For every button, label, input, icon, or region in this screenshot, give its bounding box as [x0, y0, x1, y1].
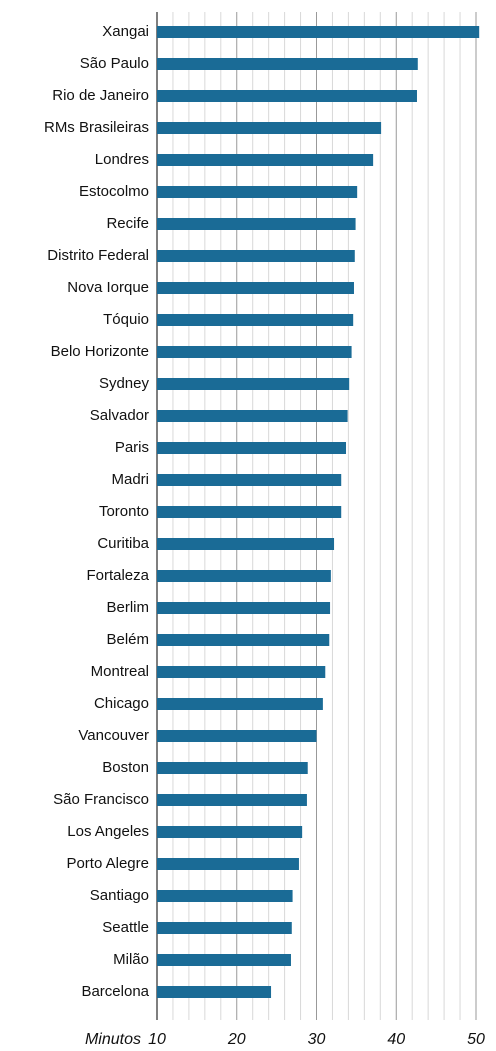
bar	[157, 58, 418, 70]
y-tick-label: Xangai	[102, 23, 149, 40]
bar	[157, 538, 335, 550]
bar	[157, 794, 307, 806]
y-tick-label: Santiago	[90, 887, 149, 904]
y-tick-label: Fortaleza	[86, 567, 149, 584]
y-tick-label: Salvador	[90, 407, 149, 424]
x-axis-label: Minutos	[85, 1031, 141, 1048]
bar	[157, 26, 480, 38]
bar	[157, 602, 331, 614]
y-tick-label: Curitiba	[97, 535, 149, 552]
bar	[157, 442, 347, 454]
bar	[157, 186, 358, 198]
bar	[157, 346, 352, 358]
y-tick-label: Barcelona	[81, 983, 149, 1000]
y-tick-label: Montreal	[91, 663, 149, 680]
x-tick-label: 50	[467, 1031, 485, 1048]
bar	[157, 954, 291, 966]
bar	[157, 826, 303, 838]
bar	[157, 154, 374, 166]
bar	[157, 634, 330, 646]
bar	[157, 378, 350, 390]
y-tick-label: Belo Horizonte	[51, 343, 149, 360]
x-tick-label: 30	[308, 1031, 326, 1048]
bar	[157, 506, 342, 518]
x-tick-label: 10	[148, 1031, 166, 1048]
bar	[157, 90, 417, 102]
y-tick-label: São Francisco	[53, 791, 149, 808]
y-tick-label: Los Angeles	[67, 823, 149, 840]
y-tick-label: São Paulo	[80, 55, 149, 72]
bar	[157, 218, 356, 230]
bar	[157, 250, 355, 262]
x-tick-label: 20	[227, 1031, 246, 1048]
y-tick-label: Sydney	[99, 375, 150, 392]
bar	[157, 122, 382, 134]
y-tick-label: Rio de Janeiro	[52, 87, 149, 104]
bar	[157, 986, 272, 998]
y-tick-label: Estocolmo	[79, 183, 149, 200]
bar	[157, 570, 331, 582]
bar	[157, 698, 323, 710]
y-tick-label: Londres	[95, 151, 149, 168]
y-tick-label: Madri	[111, 471, 149, 488]
y-tick-label: Milão	[113, 951, 149, 968]
y-tick-label: Distrito Federal	[47, 247, 149, 264]
bar	[157, 858, 299, 870]
y-tick-label: Boston	[102, 759, 149, 776]
bar	[157, 282, 354, 294]
y-tick-label: Porto Alegre	[66, 855, 149, 872]
bar	[157, 730, 317, 742]
bar	[157, 474, 342, 486]
bar	[157, 922, 292, 934]
y-tick-label: Paris	[115, 439, 149, 456]
bar	[157, 762, 308, 774]
bar	[157, 890, 293, 902]
bar	[157, 314, 354, 326]
y-tick-label: RMs Brasileiras	[44, 119, 149, 136]
y-tick-label: Berlim	[106, 599, 149, 616]
bar	[157, 410, 348, 422]
y-tick-label: Vancouver	[78, 727, 149, 744]
y-tick-label: Belém	[106, 631, 149, 648]
y-tick-label: Chicago	[94, 695, 149, 712]
y-tick-label: Seattle	[102, 919, 149, 936]
y-tick-label: Toronto	[99, 503, 149, 520]
x-tick-label: 40	[387, 1031, 405, 1048]
bar	[157, 666, 326, 678]
y-tick-label: Nova Iorque	[67, 279, 149, 296]
y-tick-label: Tóquio	[103, 311, 149, 328]
y-tick-label: Recife	[106, 215, 149, 232]
